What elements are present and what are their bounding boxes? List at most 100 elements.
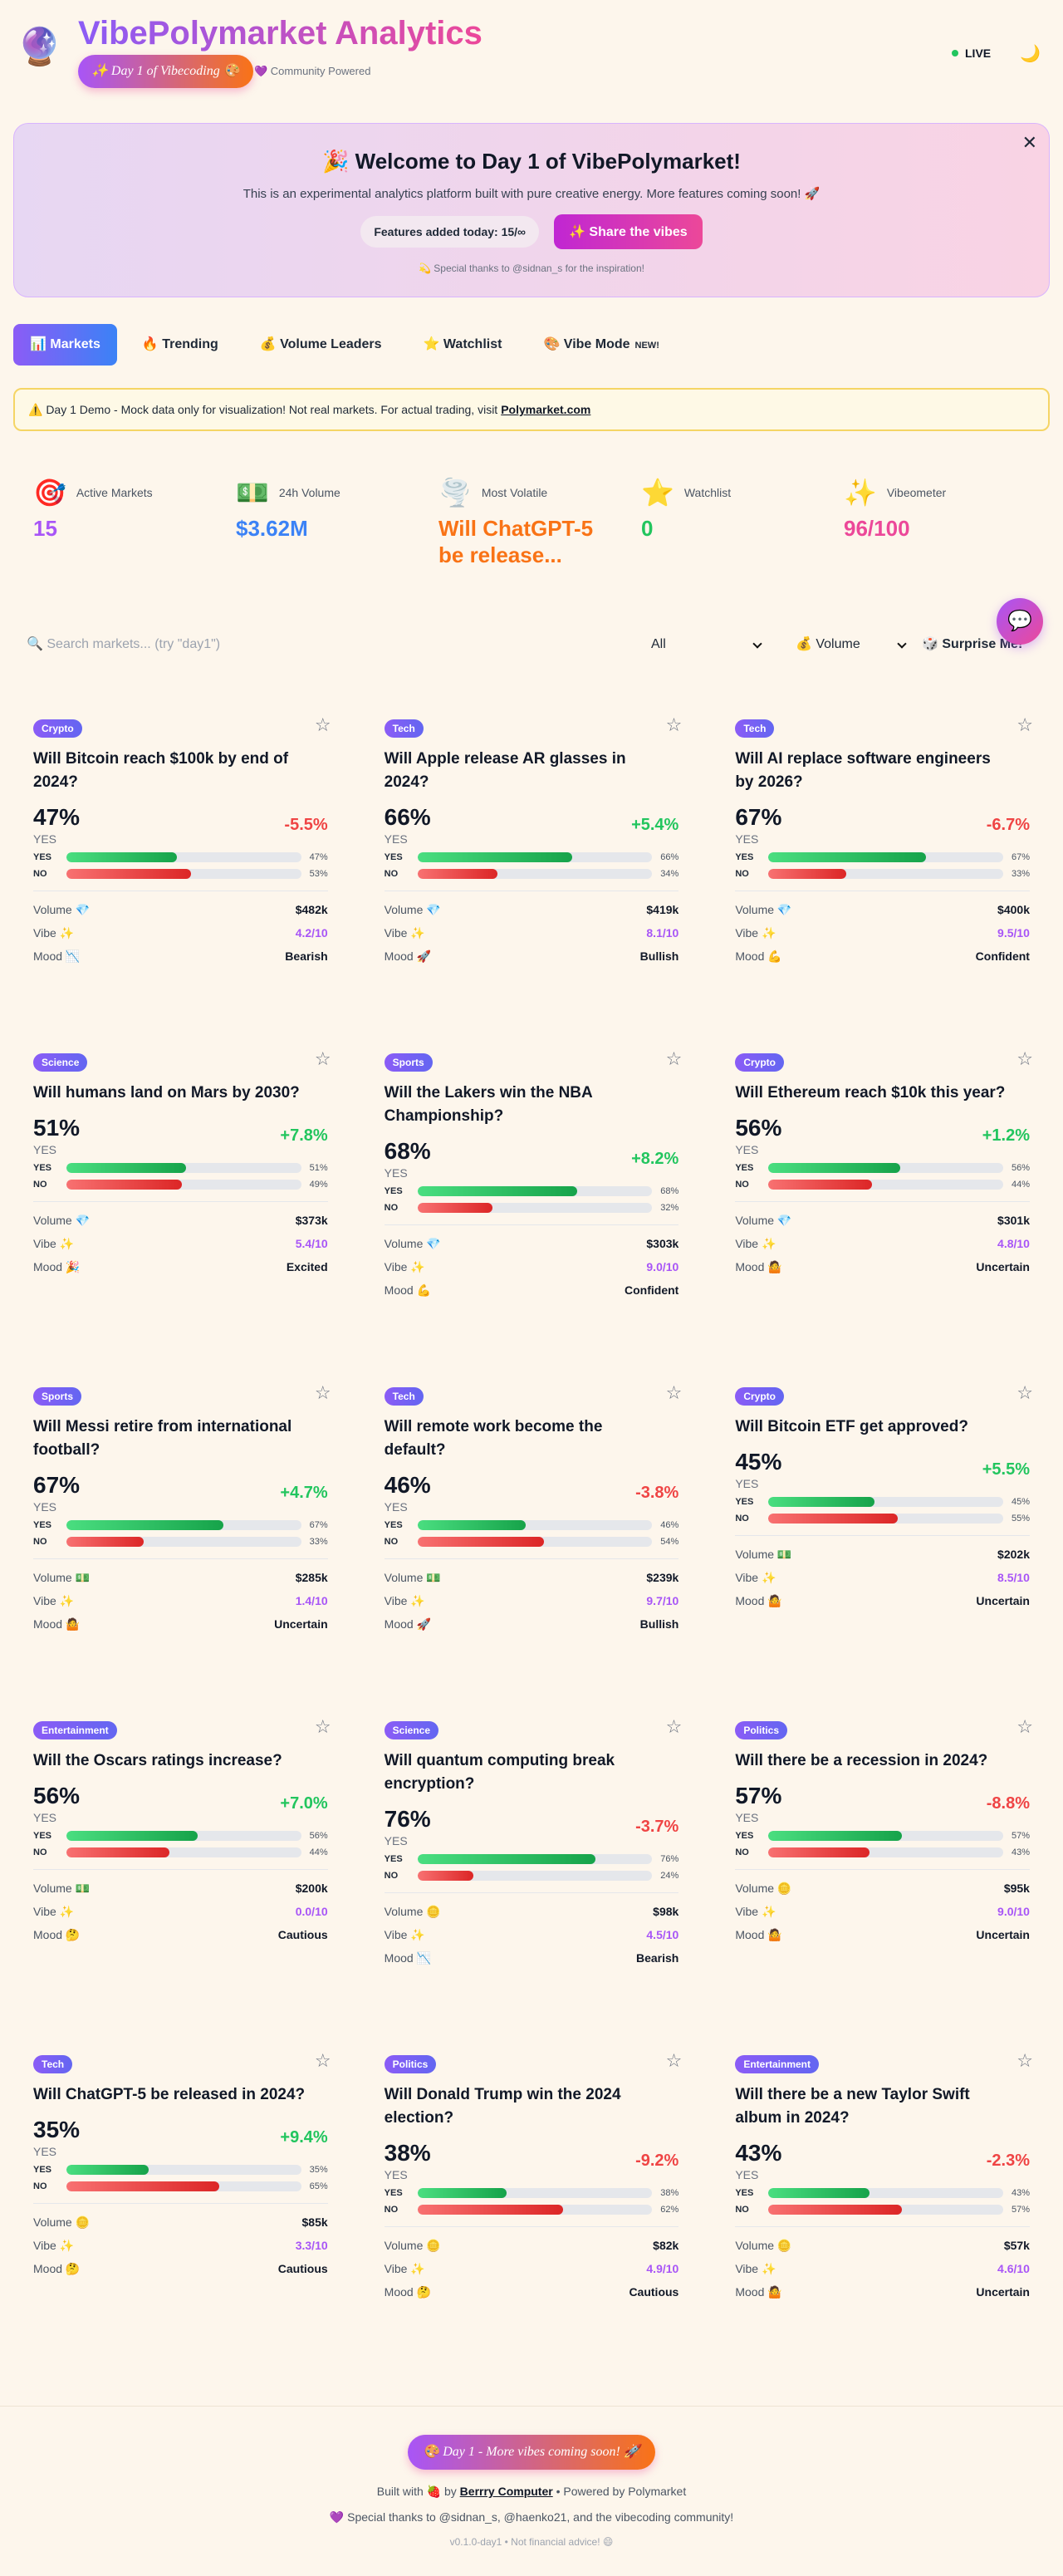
- watch-star[interactable]: ☆: [1016, 1382, 1033, 1403]
- market-card[interactable]: Tech ☆ Will Apple release AR glasses in 20…: [371, 714, 693, 1048]
- mood-row: Mood 📉 Bearish: [385, 1946, 679, 1970]
- yes-bar-row: YES 67%: [735, 852, 1030, 862]
- tab[interactable]: 💰 Volume Leaders: [243, 324, 399, 366]
- yes-label: YES: [33, 1163, 52, 1173]
- volume-label: Volume 💎: [33, 1214, 91, 1227]
- watch-star[interactable]: ☆: [665, 714, 683, 735]
- market-card[interactable]: Sports ☆ Will Messi retire from internatio…: [20, 1382, 341, 1716]
- watch-star[interactable]: ☆: [665, 2050, 683, 2071]
- volume-value: $400k: [997, 903, 1030, 916]
- market-card[interactable]: Crypto ☆ Will Bitcoin reach $100k by end o…: [20, 714, 341, 1048]
- bar-track: [768, 1831, 1003, 1841]
- category-pill: Science: [384, 1721, 439, 1739]
- watch-star[interactable]: ☆: [665, 1716, 683, 1737]
- mood-label: Mood 💪: [735, 949, 782, 963]
- watch-star[interactable]: ☆: [314, 2050, 331, 2071]
- change: +5.5%: [982, 1460, 1030, 1479]
- sort-select[interactable]: 💰 Volume: [784, 628, 917, 661]
- bar-track: [768, 1497, 1003, 1507]
- bar-track: [417, 1871, 653, 1881]
- yes-label: YES: [384, 1186, 403, 1196]
- stat-icon: 💵: [236, 478, 269, 508]
- watch-star[interactable]: ☆: [314, 1048, 331, 1069]
- stat-card: 💵 24h Volume $3.62M: [236, 477, 438, 568]
- volume-row: Volume 💎 $400k: [735, 898, 1030, 921]
- watch-star[interactable]: ☆: [1016, 1048, 1033, 1069]
- yes-probability: 45%: [735, 1449, 782, 1474]
- market-card[interactable]: Tech ☆ Will remote work become the default…: [371, 1382, 693, 1716]
- market-card[interactable]: Crypto ☆ Will Bitcoin ETF get approved? 45%…: [722, 1382, 1043, 1716]
- mood-value: Bullish: [639, 949, 679, 963]
- change: +8.2%: [631, 1149, 679, 1168]
- market-card[interactable]: Entertainment ☆ Will there be a new Taylor…: [722, 2050, 1043, 2384]
- no-label: NO: [33, 1180, 47, 1190]
- yes-bar: [66, 1163, 187, 1173]
- change: -8.8%: [986, 1793, 1030, 1813]
- stat-value: 15: [33, 516, 57, 541]
- market-card[interactable]: Tech ☆ Will AI replace software engineers …: [722, 714, 1043, 1048]
- yes-caption: YES: [384, 1500, 408, 1514]
- market-card[interactable]: Sports ☆ Will the Lakers win the NBA Champ…: [371, 1048, 693, 1382]
- chat-button[interactable]: 💬: [997, 598, 1043, 645]
- watch-star[interactable]: ☆: [665, 1048, 683, 1069]
- vibe-row: Vibe ✨ 8.1/10: [385, 921, 679, 945]
- market-card[interactable]: Crypto ☆ Will Ethereum reach $10k this yea…: [722, 1048, 1043, 1382]
- mood-row: Mood 📉 Bearish: [33, 945, 328, 968]
- yes-bar: [768, 852, 926, 862]
- volume-label: Volume 💎: [735, 1214, 792, 1227]
- bar-track: [768, 1180, 1003, 1190]
- yes-caption: YES: [735, 1477, 759, 1490]
- watch-star[interactable]: ☆: [314, 1382, 331, 1403]
- yes-label: YES: [33, 1831, 52, 1841]
- yes-bar-row: YES 51%: [33, 1163, 328, 1173]
- tab[interactable]: ⭐ Watchlist: [407, 324, 519, 366]
- market-card[interactable]: Science ☆ Will quantum computing break enc…: [371, 1716, 693, 2050]
- watch-star[interactable]: ☆: [1016, 714, 1033, 735]
- no-label: NO: [384, 1203, 399, 1213]
- mood-value: Bullish: [639, 1617, 679, 1631]
- bar-track: [66, 2165, 301, 2175]
- vibe-value: 4.9/10: [646, 2262, 679, 2275]
- yes-bar: [417, 2188, 507, 2198]
- tab[interactable]: 📊 Markets: [13, 324, 117, 366]
- surprise-button[interactable]: 🎲 Surprise Me!: [922, 637, 1023, 651]
- yes-bar: [66, 1831, 198, 1841]
- volume-value: $85k: [301, 2215, 328, 2229]
- stat-card: ✨ Vibeometer 96/100: [844, 477, 1046, 568]
- watch-star[interactable]: ☆: [314, 1716, 331, 1737]
- theme-toggle[interactable]: 🌙: [1020, 45, 1041, 63]
- vibe-row: Vibe ✨ 9.0/10: [735, 1900, 1030, 1923]
- category-filter[interactable]: All: [639, 628, 772, 661]
- stat-card: 🎯 Active Markets 15: [33, 477, 236, 568]
- watch-star[interactable]: ☆: [314, 714, 331, 735]
- yes-caption: YES: [735, 1811, 759, 1824]
- tab[interactable]: 🎨 Vibe Mode NEW!: [527, 324, 675, 366]
- no-label: NO: [33, 869, 47, 879]
- share-button[interactable]: ✨ Share the vibes: [554, 214, 703, 249]
- yes-caption: YES: [735, 832, 759, 846]
- notice-link[interactable]: Polymarket.com: [501, 403, 591, 416]
- stat-value: 0: [641, 516, 654, 541]
- market-card[interactable]: Entertainment ☆ Will the Oscars ratings in…: [20, 1716, 341, 2050]
- close-button[interactable]: ✕: [1021, 132, 1037, 153]
- stat-label: Active Markets: [76, 486, 153, 499]
- volume-value: $98k: [653, 1905, 679, 1918]
- market-card[interactable]: Science ☆ Will humans land on Mars by 2030…: [20, 1048, 341, 1382]
- mood-value: Uncertain: [976, 1928, 1030, 1941]
- search-input[interactable]: 🔍 Search markets... (try "day1"): [27, 637, 221, 651]
- builder-link[interactable]: Berrry Computer: [459, 2485, 553, 2498]
- no-bar: [768, 2205, 903, 2215]
- no-bar-row: NO 65%: [33, 2181, 328, 2191]
- volume-row: Volume 🪙 $57k: [735, 2234, 1030, 2257]
- watch-star[interactable]: ☆: [1016, 2050, 1033, 2071]
- mood-label: Mood 🚀: [384, 1617, 431, 1631]
- market-card[interactable]: Politics ☆ Will Donald Trump win the 2024 …: [371, 2050, 693, 2384]
- watch-star[interactable]: ☆: [1016, 1716, 1033, 1737]
- no-percent: 49%: [309, 1180, 328, 1190]
- yes-caption: YES: [33, 1143, 57, 1156]
- tab[interactable]: 🔥 Trending: [125, 324, 235, 366]
- watch-star[interactable]: ☆: [665, 1382, 683, 1403]
- market-card[interactable]: Tech ☆ Will ChatGPT-5 be released in 2024?…: [20, 2050, 341, 2384]
- market-card[interactable]: Politics ☆ Will there be a recession in 20…: [722, 1716, 1043, 2050]
- banner-title: 🎉 Welcome to Day 1 of VibePolymarket!: [322, 149, 741, 174]
